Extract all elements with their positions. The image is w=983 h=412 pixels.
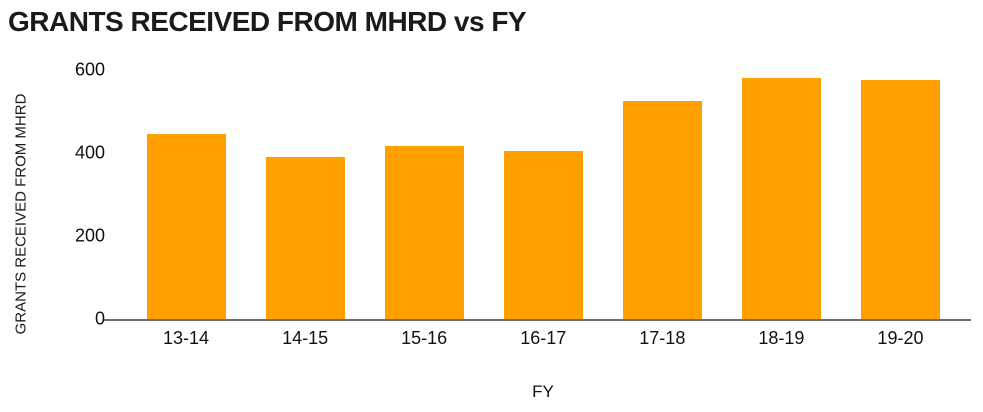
bar-16-17 bbox=[503, 150, 583, 319]
y-axis-label: GRANTS RECEIVED FROM MHRD bbox=[12, 93, 30, 335]
y-tick-label-600: 600 bbox=[74, 59, 105, 80]
plot-area bbox=[103, 70, 971, 321]
x-tick-label-13-14: 13-14 bbox=[163, 328, 210, 348]
bar-14-15 bbox=[265, 157, 345, 319]
bar-17-18 bbox=[622, 101, 702, 319]
x-tick-label-16-17: 16-17 bbox=[520, 328, 567, 348]
bar-18-19 bbox=[741, 78, 821, 319]
y-tick-label-0: 0 bbox=[94, 308, 105, 329]
x-tick-label-18-19: 18-19 bbox=[758, 328, 805, 348]
x-tick-label-15-16: 15-16 bbox=[401, 328, 448, 348]
chart-title: GRANTS RECEIVED FROM MHRD vs FY bbox=[8, 6, 527, 37]
x-axis-label: FY bbox=[532, 382, 554, 401]
bar-19-20 bbox=[860, 79, 940, 319]
bar-13-14 bbox=[146, 134, 226, 319]
y-tick-label-400: 400 bbox=[74, 142, 105, 163]
x-tick-label-14-15: 14-15 bbox=[282, 328, 329, 348]
x-tick-label-19-20: 19-20 bbox=[877, 328, 924, 348]
bar-15-16 bbox=[384, 145, 464, 319]
x-tick-label-17-18: 17-18 bbox=[639, 328, 686, 348]
y-tick-label-200: 200 bbox=[74, 225, 105, 246]
